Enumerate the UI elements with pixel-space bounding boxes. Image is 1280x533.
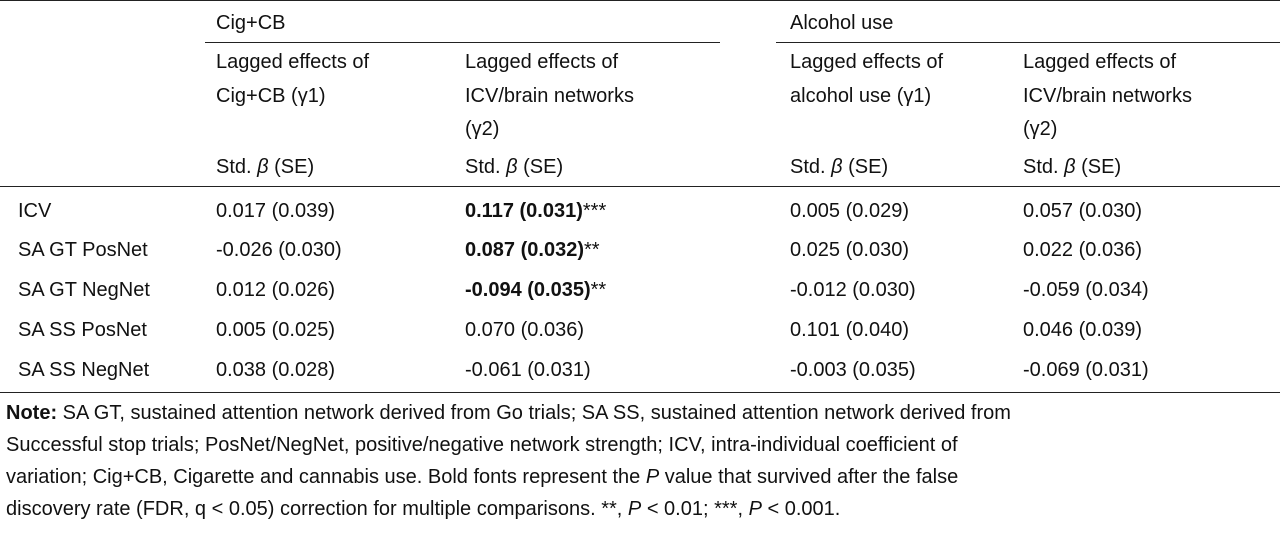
row-label: ICV [18, 200, 52, 222]
cell-c3: 0.005 (0.029) [790, 200, 909, 222]
alcohol-group-rule [776, 42, 1280, 43]
cell-c2-value: 0.087 (0.032) [465, 239, 584, 261]
stat-prefix: Std. [1023, 156, 1059, 178]
top-rule [0, 0, 1280, 1]
cell-c3: -0.012 (0.030) [790, 279, 916, 301]
subheader-c1-line1: Lagged effects of [216, 51, 370, 73]
stat-suffix: (SE) [1081, 156, 1122, 178]
cell-c3: -0.003 (0.035) [790, 359, 916, 381]
group-header-alcohol: Alcohol use [790, 12, 894, 34]
note-text-1: SA GT, sustained attention network deriv… [62, 402, 1011, 424]
beta-symbol: β [257, 156, 269, 178]
note-text-4c: < 0.001. [767, 498, 841, 520]
beta-symbol: β [831, 156, 843, 178]
cell-c3: 0.101 (0.040) [790, 319, 909, 341]
cell-c1: 0.038 (0.028) [216, 359, 335, 381]
cell-c1: 0.012 (0.026) [216, 279, 335, 301]
note-text-2: Successful stop trials; PosNet/NegNet, p… [6, 434, 958, 456]
cell-c4: -0.069 (0.031) [1023, 359, 1149, 381]
note-line-4: discovery rate (FDR, q < 0.05) correctio… [6, 493, 1274, 525]
cell-c2: 0.087 (0.032)** [465, 236, 600, 264]
note-text-3-end: value that survived after the false [664, 466, 959, 488]
cell-c4: 0.046 (0.039) [1023, 319, 1142, 341]
row-label: SA SS PosNet [18, 319, 147, 341]
cell-c2-value: -0.061 (0.031) [465, 359, 591, 381]
note-label: Note: [6, 402, 58, 424]
cell-c2-value: 0.117 (0.031) [465, 200, 583, 222]
table-bottom-rule [0, 392, 1280, 393]
stat-suffix: (SE) [848, 156, 889, 178]
cell-c4: -0.059 (0.034) [1023, 279, 1149, 301]
note-text-4b: < 0.01; ***, [646, 498, 743, 520]
group-header-cigcb: Cig+CB [216, 12, 286, 34]
cell-c2: 0.070 (0.036) [465, 316, 584, 344]
subheader-c3-line1: Lagged effects of [790, 51, 944, 73]
cigcb-group-rule [205, 42, 720, 43]
subheader-c2-line1: Lagged effects of [465, 51, 619, 73]
note-line-1: Note: SA GT, sustained attention network… [6, 397, 1274, 429]
subheader-c4-line2: ICV/brain networks [1023, 85, 1192, 107]
stat-header-c2: Std. β (SE) [465, 153, 563, 181]
header-bottom-rule [0, 186, 1280, 187]
cell-c1: 0.017 (0.039) [216, 200, 335, 222]
cell-c2-sig: ** [590, 279, 607, 301]
stat-suffix: (SE) [523, 156, 564, 178]
cell-c2-sig: *** [582, 200, 607, 222]
subheader-c2-line3: (γ2) [465, 118, 500, 140]
note-p-symbol: P [645, 466, 660, 488]
subheader-c4-line3: (γ2) [1023, 118, 1058, 140]
row-label: SA GT NegNet [18, 279, 150, 301]
beta-symbol: β [506, 156, 518, 178]
subheader-c3-line2: alcohol use (γ1) [790, 85, 932, 107]
stat-header-c1: Std. β (SE) [216, 153, 314, 181]
subheader-c4-line1: Lagged effects of [1023, 51, 1177, 73]
subheader-c1-line2: Cig+CB (γ1) [216, 85, 326, 107]
cell-c2: -0.094 (0.035)** [465, 276, 606, 304]
cell-c2-value: -0.094 (0.035) [465, 279, 591, 301]
cell-c2: 0.117 (0.031)*** [465, 197, 606, 225]
subheader-c2-line2: ICV/brain networks [465, 85, 634, 107]
row-label: SA SS NegNet [18, 359, 150, 381]
cell-c2: -0.061 (0.031) [465, 356, 591, 384]
cell-c3: 0.025 (0.030) [790, 239, 909, 261]
stat-prefix: Std. [465, 156, 501, 178]
stat-suffix: (SE) [274, 156, 315, 178]
stat-header-c3: Std. β (SE) [790, 153, 888, 181]
beta-symbol: β [1064, 156, 1076, 178]
cell-c1: 0.005 (0.025) [216, 319, 335, 341]
note-line-2: Successful stop trials; PosNet/NegNet, p… [6, 429, 1274, 461]
note-text-3: variation; Cig+CB, Cigarette and cannabi… [6, 466, 641, 488]
stat-header-c4: Std. β (SE) [1023, 153, 1121, 181]
note-text-4a: discovery rate (FDR, q < 0.05) correctio… [6, 498, 623, 520]
stat-prefix: Std. [216, 156, 252, 178]
cell-c1: -0.026 (0.030) [216, 239, 342, 261]
note-p-symbol: P [748, 498, 762, 520]
row-label: SA GT PosNet [18, 239, 148, 261]
note-line-3: variation; Cig+CB, Cigarette and cannabi… [6, 461, 1274, 493]
cell-c2-sig: ** [583, 239, 600, 261]
cell-c4: 0.057 (0.030) [1023, 200, 1142, 222]
cell-c2-value: 0.070 (0.036) [465, 319, 584, 341]
table-note: Note: SA GT, sustained attention network… [6, 397, 1274, 525]
stat-prefix: Std. [790, 156, 826, 178]
cell-c4: 0.022 (0.036) [1023, 239, 1142, 261]
note-p-symbol: P [627, 498, 642, 520]
